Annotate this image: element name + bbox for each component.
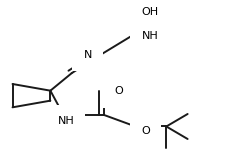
- Text: OH: OH: [141, 7, 159, 16]
- Text: NH: NH: [57, 116, 74, 127]
- Text: N: N: [83, 50, 92, 60]
- Text: O: O: [141, 127, 150, 136]
- Text: NH: NH: [141, 31, 158, 41]
- Text: O: O: [114, 87, 123, 96]
